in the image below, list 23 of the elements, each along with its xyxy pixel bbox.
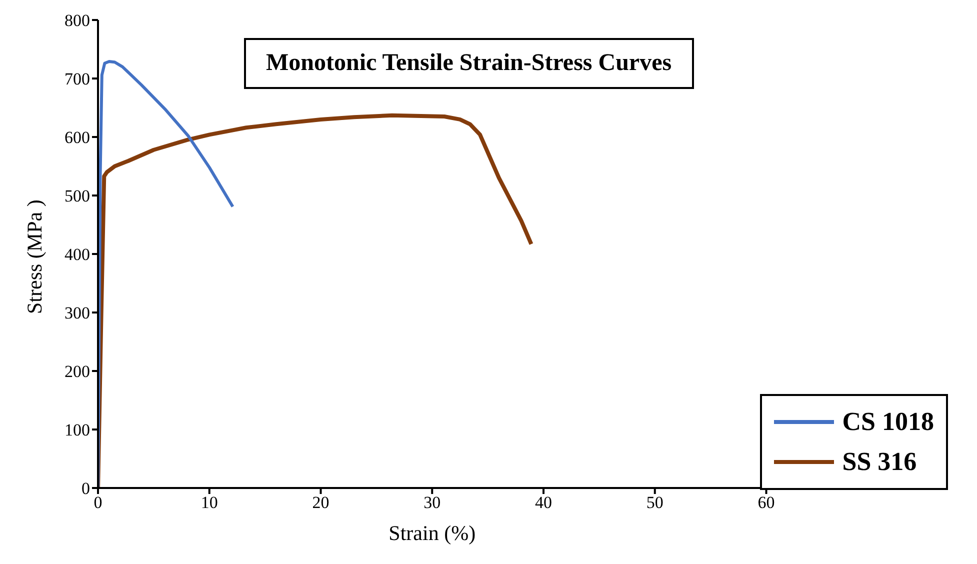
y-tick-label: 800	[64, 11, 90, 30]
x-tick-label: 10	[200, 493, 218, 512]
y-tick-label: 700	[64, 70, 90, 89]
x-axis-title: Strain (%)	[388, 521, 476, 545]
x-tick-label: 40	[535, 493, 552, 512]
x-tick-label: 60	[758, 493, 775, 512]
x-tick-label: 50	[646, 493, 664, 512]
y-tick-label: 100	[64, 420, 90, 440]
y-tick-label: 400	[64, 245, 90, 264]
y-tick-label: 500	[64, 186, 90, 206]
y-tick-label: 200	[64, 362, 90, 382]
y-tick-label: 600	[64, 128, 90, 148]
line-series	[98, 60, 234, 488]
x-tick-label: 20	[312, 493, 330, 512]
legend-label: SS 316	[842, 446, 917, 478]
legend-label: CS 1018	[842, 406, 934, 438]
y-axis-title: Stress (MPa )	[22, 200, 46, 314]
text: Monotonic Tensile Strain-Stress Curves	[244, 38, 694, 89]
line-series	[98, 113, 534, 488]
x-tick-label: 30	[424, 493, 441, 512]
y-tick-label: 300	[64, 304, 90, 323]
x-tick-label: 0	[94, 493, 102, 512]
y-tick-label: 0	[82, 479, 90, 498]
